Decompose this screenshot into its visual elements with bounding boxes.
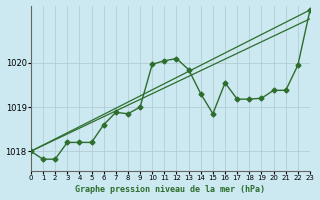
X-axis label: Graphe pression niveau de la mer (hPa): Graphe pression niveau de la mer (hPa) [76,185,265,194]
